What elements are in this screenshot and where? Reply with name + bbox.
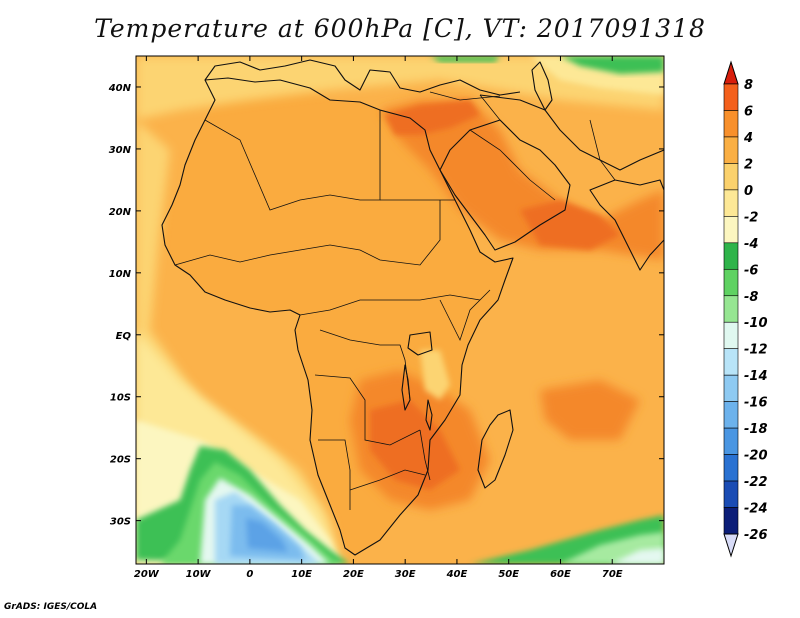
colorbar-label: -8 [744, 290, 758, 305]
border-pakistan [589, 119, 616, 181]
footer-credit: GrADS: IGES/COLA [4, 602, 98, 612]
colorbar-label: -16 [744, 396, 768, 411]
border-central-africa [299, 294, 481, 316]
field-green-black-sea [430, 56, 500, 62]
colorbar-swatch [723, 321, 739, 350]
lat-tick-label: 30S [110, 517, 131, 528]
colorbar-swatch [723, 216, 739, 244]
border-sahel [174, 200, 441, 266]
colorbar-swatch [723, 295, 739, 323]
border-iran-iraq [479, 94, 521, 141]
latitude-axis: 40N 30N 20N 10N EQ 10S 20S 30S [108, 83, 664, 528]
coast-india [589, 179, 664, 271]
field-midblue-south [246, 518, 288, 552]
border-angola [314, 374, 421, 446]
lat-tick-label: 10S [110, 393, 131, 404]
colorbar-swatch [723, 454, 739, 482]
colorbar-label: -6 [744, 263, 758, 278]
lat-tick-label: 30N [109, 145, 132, 156]
coast-africa [161, 77, 514, 556]
field-cool-east-africa [420, 350, 450, 400]
colorbar-swatch [723, 480, 739, 508]
longitude-axis: 20W 10W 0 10E 20E 30E 40E 50E 60E 70E [134, 56, 623, 580]
lon-tick-label: 70E [602, 569, 623, 580]
colorbar-label: -12 [744, 343, 768, 358]
lat-tick-label: EQ [116, 331, 132, 342]
lon-tick-label: 40E [446, 569, 468, 580]
coast-europe [204, 59, 521, 96]
colorbar-swatch [723, 136, 739, 164]
temperature-field [136, 56, 664, 564]
coast-arabia [439, 119, 571, 251]
lon-tick-label: 20W [134, 569, 160, 580]
map-title: Temperature at 600hPa [C], VT: 201709131… [94, 14, 706, 43]
colorbar-label: -10 [744, 316, 768, 331]
colorbar-swatch [723, 507, 739, 535]
country-borders [174, 91, 616, 510]
colorbar-swatch [723, 242, 739, 270]
field-hotter-arabia [520, 200, 620, 250]
lon-tick-label: 20E [343, 569, 364, 580]
field-hotter-levant [385, 100, 480, 135]
colorbar-swatch [723, 189, 739, 217]
lon-tick-label: 50E [498, 569, 519, 580]
colorbar-label: 0 [744, 184, 753, 199]
field-mint-southeast [610, 548, 664, 564]
colorbar-label: -2 [744, 210, 758, 225]
lon-tick-label: 10E [291, 569, 312, 580]
border-mozambique [419, 429, 431, 481]
colorbar-swatch [723, 427, 739, 455]
colorbar-label: 4 [743, 131, 753, 146]
colorbar: 8 6 4 2 0 -2 -4 -6 -8 -10 -12 -14 -16 -18 -20 -22 -24 -26 [723, 60, 768, 558]
lon-tick-label: 30E [395, 569, 416, 580]
colorbar-label: -14 [744, 369, 768, 384]
coast-caspian [531, 61, 553, 111]
border-sahara-west [204, 110, 381, 211]
coast-lake-malawi [425, 399, 433, 431]
colorbar-label: -4 [744, 237, 758, 252]
colorbar-swatch [723, 348, 739, 376]
field-hot-indian-ocean [540, 380, 640, 440]
colorbar-label: -22 [744, 475, 768, 490]
field-green-north [560, 56, 664, 74]
border-east-africa [439, 289, 491, 342]
border-south-africa [349, 469, 426, 491]
colorbar-swatch [723, 163, 739, 191]
lat-tick-label: 20N [109, 207, 132, 218]
border-congo [319, 329, 411, 401]
lat-tick-label: 10N [109, 269, 132, 280]
lon-tick-label: 0 [246, 569, 253, 580]
colorbar-bottom-arrow [723, 533, 739, 558]
lon-tick-label: 60E [550, 569, 571, 580]
coast-madagascar [477, 409, 514, 489]
map-frame [135, 55, 665, 565]
colorbar-swatch [723, 83, 739, 111]
colorbar-label: -20 [744, 449, 768, 464]
colorbar-label: -24 [744, 502, 768, 517]
coastlines [161, 59, 664, 556]
colorbar-swatch [723, 374, 739, 402]
border-turkey [429, 91, 501, 101]
colorbar-label: 2 [744, 157, 753, 172]
colorbar-label: -26 [744, 528, 768, 543]
coast-lake-victoria [407, 331, 433, 356]
colorbar-label: 8 [744, 78, 753, 93]
colorbar-swatch [723, 110, 739, 138]
lat-tick-label: 40N [108, 83, 132, 94]
colorbar-swatch [723, 268, 739, 297]
lat-tick-label: 20S [110, 455, 131, 466]
lon-tick-label: 10W [186, 569, 212, 580]
colorbar-swatch [723, 401, 739, 429]
colorbar-label: 6 [744, 104, 753, 119]
colorbar-label: -18 [744, 422, 768, 437]
field-hotter-southern-africa [370, 400, 460, 490]
coast-persia [479, 94, 664, 171]
border-saudi [469, 129, 556, 201]
colorbar-top-arrow [723, 60, 739, 85]
